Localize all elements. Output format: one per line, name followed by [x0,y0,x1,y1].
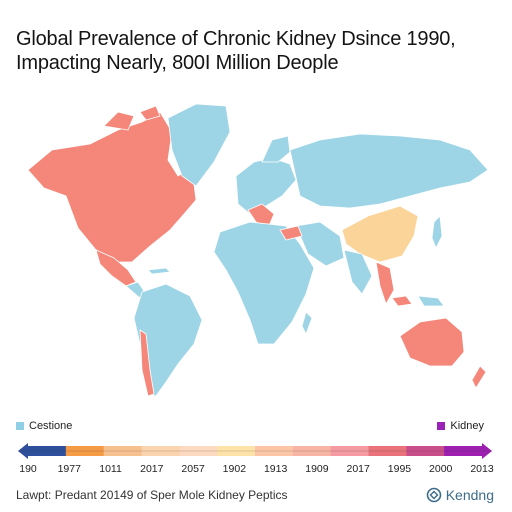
scale-tick-label: 1011 [99,463,122,475]
legend-left-swatch [16,422,24,430]
scale-tick-label: 2013 [470,463,494,475]
scale-arrow-left [18,443,28,459]
region-southern-europe [247,203,275,229]
region-arctic-islands [103,105,161,131]
region-australia [399,317,465,367]
title-line-1: Global Prevalence of Chronic Kidney Dsin… [16,28,456,50]
color-scale-bar [18,443,492,459]
region-indonesia [391,295,413,307]
scale-segment [141,446,180,456]
region-southeast-asia [375,261,395,305]
legend-left-label: Cestione [29,420,73,432]
scale-segment [292,446,332,456]
scale-segment [368,446,407,456]
legend-right-label: Kidney [450,420,484,432]
region-northern-asia [289,133,489,209]
legend-right: Kidney [437,420,484,432]
scale-tick-label: 1909 [305,463,329,475]
scale-segment [103,446,142,456]
source-note: Lawpt: Predant 20149 of Sper Mole Kidney… [16,488,288,502]
brand: Kendng [426,487,494,503]
scale-segment [255,446,294,456]
chart-title: Global Prevalence of Chronic Kidney Dsin… [16,27,500,75]
region-europe [235,157,297,215]
scale-tick-label: 2017 [346,463,370,475]
scale-tick-labels: 190 1977 1011 2017 2057 1902 1913 1909 2017 1995 2… [16,463,494,477]
legend-left: Cestione [16,420,72,432]
scale-tick-label: 190 [19,463,37,475]
scale-segment [65,446,105,456]
region-south-america [133,283,203,397]
region-scandinavia [261,135,291,163]
scale-segment [217,446,256,456]
region-africa [213,221,315,345]
title-line-2: Impacting Nearly, 800I Million Deople [16,52,339,74]
brand-name: Kendng [445,487,494,503]
scale-segment [28,446,67,456]
region-islands [417,295,445,307]
scale-tick-label: 1913 [263,463,288,475]
scale-segment [444,446,483,456]
region-madagascar [301,311,313,335]
scale-tick-label: 2017 [140,463,164,475]
region-china [341,205,419,263]
region-south-asia [343,249,373,295]
region-chile [139,329,155,397]
scale-tick-label: 1902 [222,463,247,475]
scale-tick-label: 1977 [57,463,81,475]
scale-segment [179,446,218,456]
brand-logo-icon [426,487,442,503]
region-greenland [167,103,231,187]
legend-right-swatch [437,422,446,430]
region-japan [431,215,443,249]
scale-tick-label: 2057 [181,463,205,475]
scale-arrow-right [482,443,492,459]
region-turkey [279,225,303,241]
region-new-zealand [471,365,487,389]
region-middle-east [295,221,345,267]
world-map [27,103,489,397]
scale-tick-label: 2000 [429,463,453,475]
scale-segment [330,446,369,456]
scale-segment [406,446,445,456]
scale-tick-label: 1995 [387,463,412,475]
